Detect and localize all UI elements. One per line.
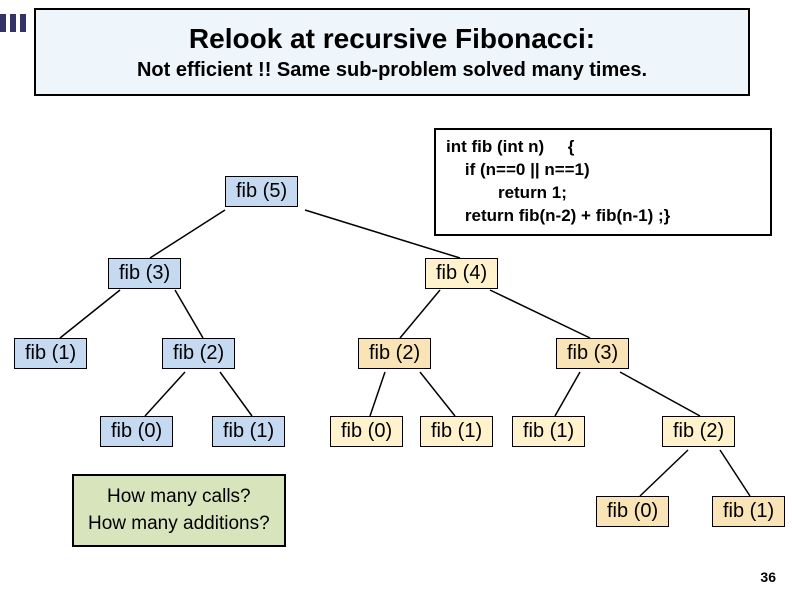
how-line2: How many additions? [88, 511, 270, 538]
accent-corner [0, 14, 28, 32]
node-fib1-e: fib (1) [712, 496, 785, 527]
node-fib4: fib (4) [425, 258, 498, 289]
node-fib0-b: fib (0) [330, 416, 403, 447]
node-fib1-c: fib (1) [420, 416, 493, 447]
node-fib3-right: fib (3) [556, 338, 629, 369]
code-box: int fib (int n) { if (n==0 || n==1) retu… [434, 128, 772, 236]
title-main: Relook at recursive Fibonacci: [189, 23, 595, 55]
node-fib3-left: fib (3) [108, 258, 181, 289]
title-box: Relook at recursive Fibonacci: Not effic… [34, 8, 750, 96]
how-line1: How many calls? [88, 484, 270, 511]
how-many-box: How many calls? How many additions? [72, 474, 286, 547]
page-number: 36 [760, 569, 776, 585]
node-fib1-d: fib (1) [512, 416, 585, 447]
node-fib5: fib (5) [225, 176, 298, 207]
node-fib1-a: fib (1) [14, 338, 87, 369]
node-fib2-a: fib (2) [162, 338, 235, 369]
title-sub: Not efficient !! Same sub-problem solved… [137, 59, 647, 82]
node-fib1-b: fib (1) [212, 416, 285, 447]
node-fib0-a: fib (0) [100, 416, 173, 447]
node-fib2-c: fib (2) [662, 416, 735, 447]
node-fib2-b: fib (2) [358, 338, 431, 369]
node-fib0-c: fib (0) [596, 496, 669, 527]
